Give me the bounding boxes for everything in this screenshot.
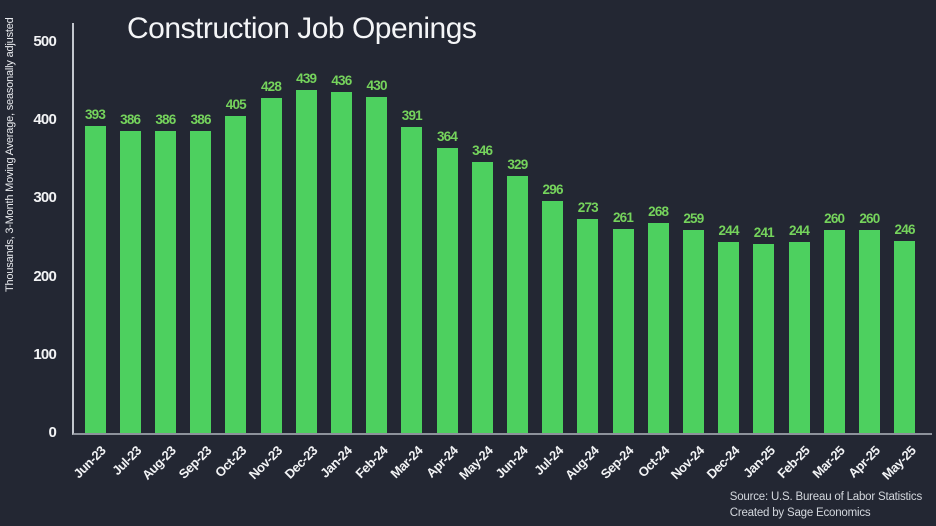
bar-value-label: 260: [859, 210, 880, 226]
bar-Nov-23: [260, 98, 282, 433]
bar-Mar-25: [823, 229, 845, 433]
bar-Jan-24: [330, 91, 352, 433]
y-tick-label: 500: [33, 32, 56, 50]
source-credit: Source: U.S. Bureau of Labor Statistics …: [730, 489, 922, 521]
bar-value-label: 405: [225, 97, 247, 113]
bar-value-label: 386: [120, 111, 141, 127]
bar-Apr-24: [436, 148, 458, 433]
bar-Feb-25: [788, 242, 810, 433]
bar-Jun-23: [84, 125, 106, 433]
bar-Aug-23: [154, 130, 176, 433]
bar-value-label: 391: [401, 108, 423, 124]
bar-value-label: 430: [366, 77, 388, 93]
bar-Nov-24: [682, 230, 704, 433]
y-axis-tick-labels: 0 100 200 300 400 500: [0, 23, 64, 441]
bar-value-label: 259: [683, 211, 704, 227]
bar-value-label: 436: [331, 72, 352, 88]
bar-value-label: 386: [155, 111, 176, 127]
bar-value-label: 439: [296, 70, 317, 86]
bar-value-label: 273: [577, 200, 599, 216]
bar-Feb-24: [366, 96, 388, 433]
bar-value-label: 386: [190, 111, 212, 127]
y-tick-label: 300: [33, 189, 56, 207]
bar-Sep-23: [190, 130, 212, 433]
source-line: Source: U.S. Bureau of Labor Statistics: [729, 490, 922, 503]
bar-Sep-24: [612, 228, 634, 433]
bar-Aug-24: [577, 219, 599, 433]
y-tick-label: 400: [33, 111, 56, 129]
bar-Dec-24: [718, 242, 740, 433]
bar-Jun-24: [506, 175, 528, 433]
chart-title: Construction Job Openings: [127, 12, 477, 45]
bar-value-label: 296: [542, 182, 564, 198]
bar-value-label: 246: [894, 221, 916, 237]
plot-area: 393 386 386 386 405 428 439 436 430 391 364 346 329 2…: [72, 23, 932, 435]
bar-Oct-24: [647, 223, 669, 433]
bar-value-label: 329: [507, 156, 528, 172]
bar-value-label: 393: [84, 106, 106, 122]
bar-value-label: 364: [436, 129, 458, 145]
bar-value-label: 260: [824, 210, 845, 226]
bar-Jul-24: [542, 201, 564, 433]
bar-May-24: [471, 162, 493, 433]
bar-value-label: 261: [612, 209, 634, 225]
bar-Dec-23: [295, 89, 317, 433]
bar-value-label: 346: [472, 143, 493, 159]
bar-May-25: [894, 240, 916, 433]
created-by-line: Created by Sage Economics: [729, 506, 871, 519]
bar-value-label: 244: [718, 223, 740, 239]
bar-value-label: 244: [788, 223, 810, 239]
y-tick-label: 0: [48, 424, 56, 441]
bar-Oct-23: [225, 116, 247, 433]
y-tick-label: 200: [33, 267, 56, 285]
bar-Mar-24: [401, 127, 423, 433]
bar-Jan-25: [753, 244, 775, 433]
y-tick-label: 100: [33, 345, 56, 363]
bar-Apr-25: [858, 229, 880, 433]
bar-value-label: 241: [753, 225, 775, 241]
bar-Jul-23: [119, 130, 141, 433]
bar-value-label: 428: [260, 79, 282, 95]
bar-value-label: 268: [648, 204, 669, 220]
